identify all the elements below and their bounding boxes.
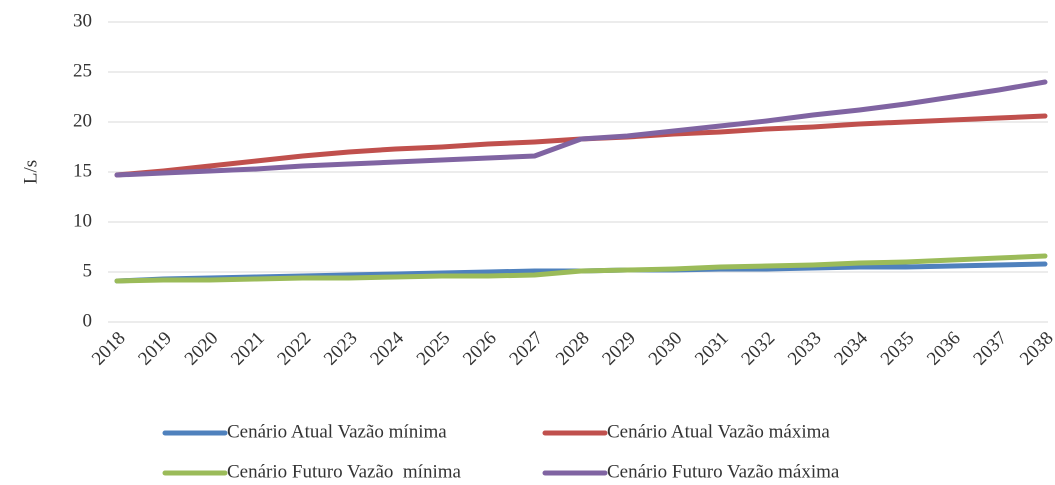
y-tick-label: 20 xyxy=(73,110,92,131)
x-tick-label: 2035 xyxy=(877,328,919,370)
y-tick-label: 15 xyxy=(73,160,92,181)
x-tick-label: 2032 xyxy=(737,328,779,370)
x-tick-label: 2020 xyxy=(181,328,223,370)
y-tick-label: 0 xyxy=(83,310,93,331)
x-tick-label: 2021 xyxy=(227,328,269,370)
x-tick-label: 2038 xyxy=(1016,328,1055,370)
x-tick-label: 2027 xyxy=(505,328,547,370)
legend-label: Cenário Atual Vazão mínima xyxy=(227,421,447,442)
y-tick-label: 25 xyxy=(73,60,92,81)
x-tick-label: 2029 xyxy=(598,328,640,370)
legend-label: Cenário Futuro Vazão máxima xyxy=(607,461,840,482)
x-tick-label: 2031 xyxy=(691,328,733,370)
x-tick-label: 2018 xyxy=(88,328,130,370)
series-line xyxy=(114,113,1048,178)
x-tick-label: 2030 xyxy=(645,328,687,370)
x-tick-label: 2025 xyxy=(413,328,455,370)
y-axis-label: L/s xyxy=(20,160,41,184)
series-line xyxy=(114,79,1048,178)
x-tick-label: 2022 xyxy=(273,328,315,370)
y-tick-label: 10 xyxy=(73,210,92,231)
x-tick-label: 2034 xyxy=(830,327,872,369)
x-tick-label: 2036 xyxy=(923,328,965,370)
legend-label: Cenário Futuro Vazão mínima xyxy=(227,461,462,482)
x-tick-label: 2037 xyxy=(969,328,1011,370)
series-line xyxy=(114,253,1048,284)
y-tick-label: 5 xyxy=(83,260,93,281)
x-tick-label: 2026 xyxy=(459,328,501,370)
x-tick-label: 2019 xyxy=(134,328,176,370)
legend-label: Cenário Atual Vazão máxima xyxy=(607,421,830,442)
x-tick-label: 2033 xyxy=(784,328,826,370)
x-tick-label: 2023 xyxy=(320,328,362,370)
x-tick-label: 2024 xyxy=(366,327,408,369)
x-tick-label: 2028 xyxy=(552,328,594,370)
y-tick-label: 30 xyxy=(73,10,92,31)
